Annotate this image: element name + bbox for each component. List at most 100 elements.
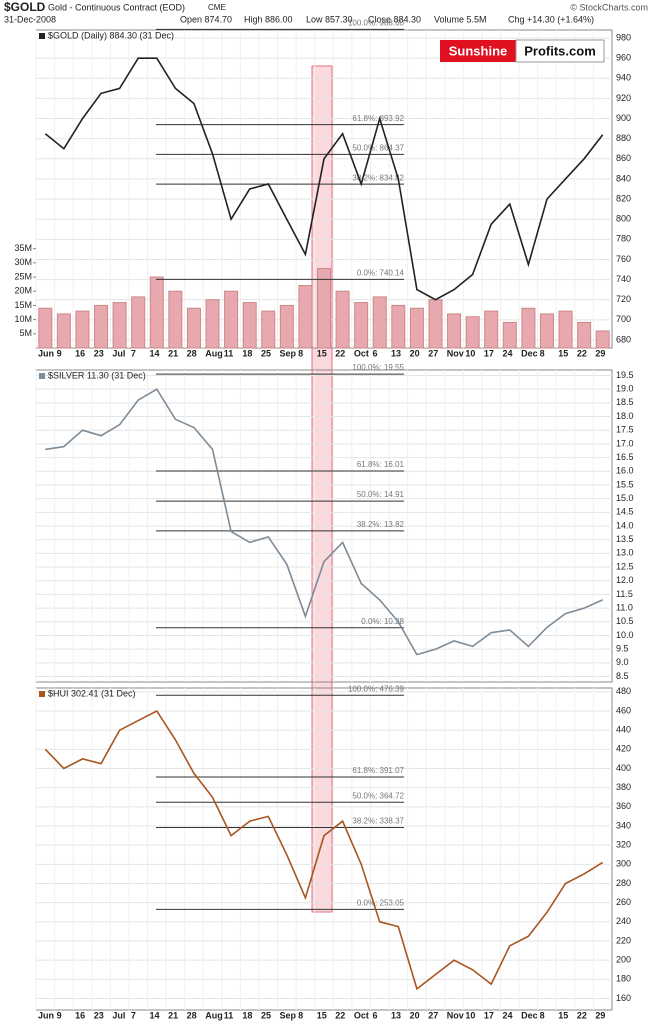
price-line	[44, 709, 604, 991]
volume-bar	[261, 310, 276, 349]
y-tick-label: 380	[616, 782, 631, 792]
fib-label: 0.0%: 253.05	[357, 898, 405, 907]
x-tick-label: 22	[335, 1010, 345, 1020]
volume-bar	[94, 304, 109, 349]
volume-bar	[131, 296, 146, 349]
y-tick-label: 860	[616, 153, 631, 163]
volume: Volume 5.5M	[434, 14, 487, 24]
y-tick-label: 8.5	[616, 671, 629, 681]
volume-bar	[75, 310, 90, 349]
x-tick-label: 27	[428, 1010, 438, 1020]
y-tick-label: 200	[616, 955, 631, 965]
y-tick-label: 360	[616, 801, 631, 811]
date: 31-Dec-2008	[4, 14, 56, 24]
y-tick-label: 400	[616, 763, 631, 773]
x-tick-label: 11	[224, 1010, 234, 1020]
x-tick-label: Jul	[112, 1010, 125, 1020]
x-tick-label: 14	[149, 348, 159, 358]
x-tick-label: 22	[335, 348, 345, 358]
volume-bar	[205, 299, 220, 349]
x-tick-label: 20	[410, 1010, 420, 1020]
x-tick-label: 22	[577, 348, 587, 358]
volume-bar	[558, 310, 573, 349]
legend-swatch	[39, 691, 45, 697]
x-tick-label: 20	[410, 348, 420, 358]
fib-label: 100.0%: 988.60	[348, 19, 405, 28]
y-tick-label: 960	[616, 53, 631, 63]
x-tick-label: Nov	[447, 1010, 464, 1020]
panel-title: $GOLD (Daily) 884.30 (31 Dec)	[48, 30, 174, 40]
volume-bar	[168, 290, 183, 349]
volume-bar	[112, 302, 127, 349]
y-tick-label: 980	[616, 32, 631, 42]
y2-tick-label: 15M	[14, 300, 32, 310]
symbol: $GOLD	[4, 0, 46, 14]
volume-bar	[447, 313, 462, 349]
x-tick-label: 18	[242, 1010, 252, 1020]
y2-tick-label: 20M	[14, 286, 32, 296]
y-tick-label: 15.0	[616, 493, 634, 503]
x-tick-label: 10	[465, 348, 475, 358]
y-tick-label: 320	[616, 840, 631, 850]
y2-tick-label: 35M	[14, 243, 32, 253]
x-tick-label: 14	[149, 1010, 159, 1020]
x-tick-label: 25	[261, 348, 271, 358]
x-tick-label: 8	[298, 348, 303, 358]
volume-bar	[224, 290, 239, 349]
plots: 6807007207407607808008208408608809009209…	[14, 19, 633, 1021]
x-tick-label: 27	[428, 348, 438, 358]
y-tick-label: 880	[616, 133, 631, 143]
volume-bar	[38, 307, 53, 349]
x-tick-label: 8	[540, 348, 545, 358]
x-tick-label: 7	[131, 1010, 136, 1020]
x-tick-label: 8	[540, 1010, 545, 1020]
x-tick-label: 8	[298, 1010, 303, 1020]
fib-label: 0.0%: 740.14	[357, 269, 405, 278]
x-tick-label: Sep	[280, 1010, 297, 1020]
volume-bar	[56, 313, 71, 349]
x-tick-label: 16	[75, 1010, 85, 1020]
volume-bar	[391, 304, 406, 349]
x-tick-label: 24	[503, 1010, 513, 1020]
y-tick-label: 9.5	[616, 644, 629, 654]
fib-label: 0.0%: 10.28	[361, 617, 404, 626]
x-tick-label: Aug	[205, 348, 223, 358]
fib-label: 50.0%: 364.72	[352, 791, 404, 800]
y-tick-label: 920	[616, 93, 631, 103]
y-tick-label: 12.5	[616, 561, 634, 571]
y-tick-label: 340	[616, 820, 631, 830]
volume-bar	[242, 302, 257, 349]
y2-tick-label: 25M	[14, 271, 32, 281]
x-tick-label: Jun	[38, 348, 54, 358]
volume-bar	[354, 302, 369, 349]
y-tick-label: 180	[616, 974, 631, 984]
volume-bar	[521, 307, 536, 349]
y-tick-label: 10.0	[616, 630, 634, 640]
x-tick-label: 23	[94, 348, 104, 358]
y-tick-label: 720	[616, 294, 631, 304]
y-tick-label: 14.0	[616, 520, 634, 530]
change: Chg +14.30 (+1.64%)	[508, 14, 594, 24]
source: © StockCharts.com	[570, 2, 648, 12]
x-tick-label: 15	[558, 348, 568, 358]
y-tick-label: 220	[616, 935, 631, 945]
x-tick-label: 15	[558, 1010, 568, 1020]
y-tick-label: 440	[616, 725, 631, 735]
y-tick-label: 11.0	[616, 602, 633, 612]
x-tick-label: 11	[224, 348, 234, 358]
fib-label: 61.8%: 391.07	[352, 766, 404, 775]
price-line	[45, 388, 604, 656]
y2-tick-label: 10M	[14, 314, 32, 324]
x-tick-label: Dec	[521, 1010, 538, 1020]
price-line	[44, 57, 604, 301]
high: High 886.00	[244, 14, 293, 24]
low: Low 857.30	[306, 14, 353, 24]
x-tick-label: Sep	[280, 348, 297, 358]
legend-swatch	[39, 373, 45, 379]
volume-bar	[428, 299, 443, 349]
volume-bar	[484, 310, 499, 349]
y-tick-label: 18.5	[616, 397, 634, 407]
open: Open 874.70	[180, 14, 232, 24]
volume-bar	[539, 313, 554, 349]
y-tick-label: 15.5	[616, 479, 634, 489]
